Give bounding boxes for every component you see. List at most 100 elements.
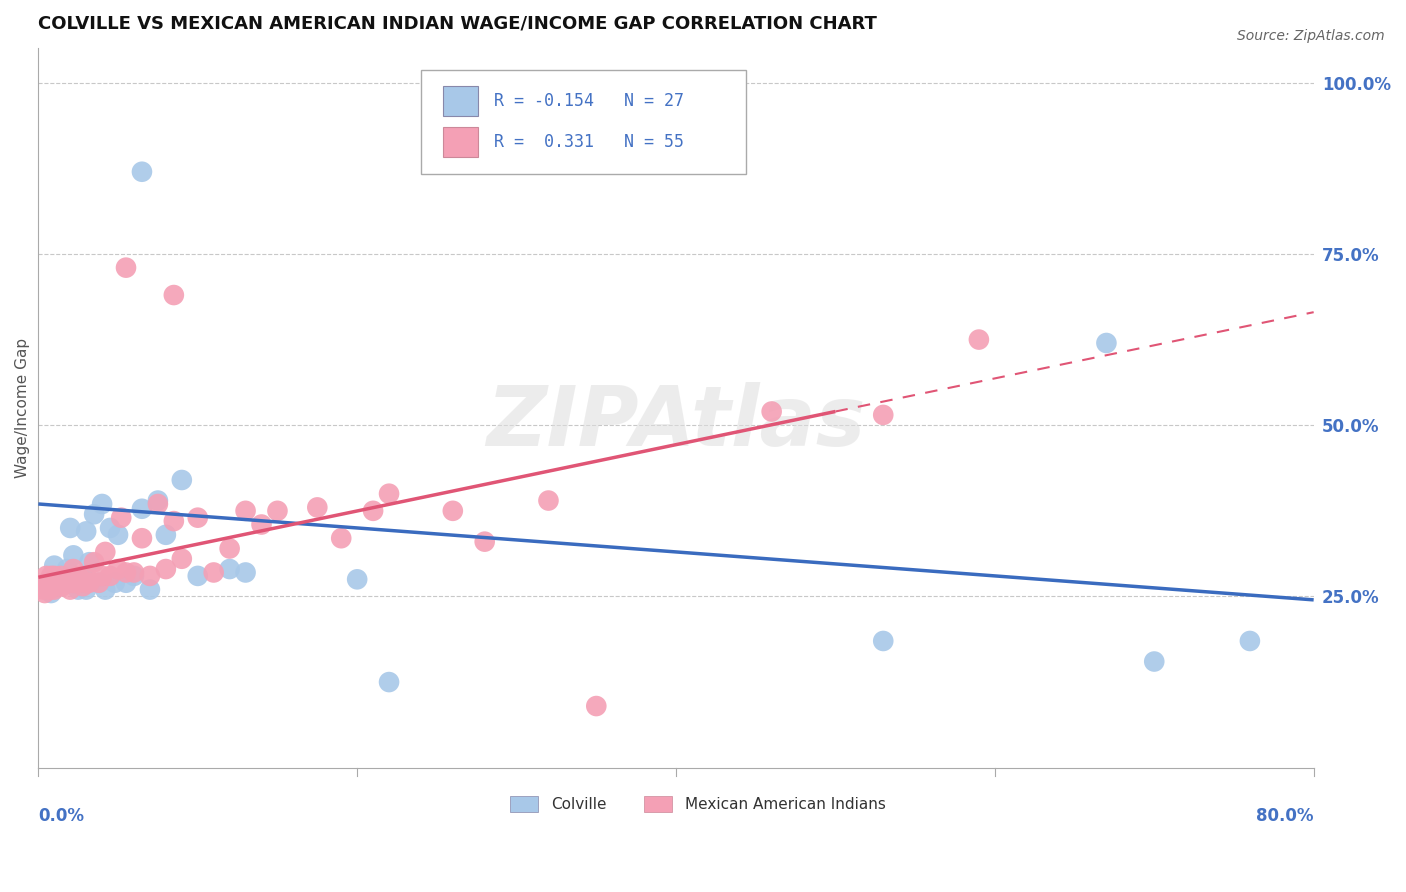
Point [131,165,153,179]
Point [59,521,82,535]
Point [107,528,129,542]
Point [122,569,145,583]
Bar [510,797,538,813]
Point [94,582,117,597]
Point [146,497,169,511]
Point [49,569,72,583]
Point [872,408,894,422]
Point [378,675,401,690]
Point [44,575,66,590]
Point [46,579,69,593]
Point [250,517,273,532]
Point [44,582,66,597]
Point [62,575,84,590]
Text: 80.0%: 80.0% [1256,807,1313,825]
Point [83,508,105,522]
Point [75,524,97,539]
Text: Source: ZipAtlas.com: Source: ZipAtlas.com [1237,29,1385,43]
Point [56,562,79,576]
Point [38,582,60,597]
Point [187,569,209,583]
Point [1143,655,1166,669]
Point [48,575,70,590]
Bar [443,127,478,157]
Point [378,486,401,500]
Point [39,569,62,583]
Point [235,566,257,580]
Point [146,493,169,508]
Point [56,575,79,590]
Point [46,572,69,586]
Point [41,575,63,590]
Point [51,569,73,583]
Text: ZIPAtlas: ZIPAtlas [486,382,866,463]
Point [67,575,90,590]
Bar [644,797,672,813]
Point [32,582,55,597]
Point [967,333,990,347]
Point [44,558,66,573]
Point [155,528,177,542]
Point [67,569,90,583]
Point [163,288,186,302]
Point [761,404,783,418]
Point [330,531,353,545]
Point [51,579,73,593]
Point [139,582,162,597]
Point [346,572,368,586]
Point [474,534,496,549]
Point [163,514,186,528]
Point [87,575,110,590]
Point [38,572,60,586]
Point [35,575,58,590]
Point [79,555,101,569]
Point [37,575,59,590]
Point [115,575,138,590]
Point [35,579,58,593]
Point [139,569,162,583]
Point [235,504,257,518]
Point [1239,634,1261,648]
Bar [443,86,478,116]
Point [75,569,97,583]
FancyBboxPatch shape [420,70,747,174]
Point [218,541,240,556]
Point [110,510,132,524]
Point [87,575,110,590]
Point [1095,336,1118,351]
Point [361,504,384,518]
Text: Mexican American Indians: Mexican American Indians [685,797,886,812]
Point [39,586,62,600]
Point [59,572,82,586]
Point [83,555,105,569]
Text: R =  0.331   N = 55: R = 0.331 N = 55 [494,133,683,151]
Point [62,549,84,563]
Point [131,501,153,516]
Point [170,551,193,566]
Point [46,572,69,586]
Point [585,699,607,714]
Point [44,579,66,593]
Point [872,634,894,648]
Point [266,504,288,518]
Point [218,562,240,576]
Point [44,569,66,583]
Text: 0.0%: 0.0% [38,807,84,825]
Point [75,582,97,597]
Text: Colville: Colville [551,797,606,812]
Text: R = -0.154   N = 27: R = -0.154 N = 27 [494,92,683,110]
Point [115,260,138,275]
Point [91,569,114,583]
Point [94,545,117,559]
Point [79,575,101,590]
Point [59,582,82,597]
Point [155,562,177,576]
Point [91,497,114,511]
Point [107,562,129,576]
Point [35,569,58,583]
Point [72,579,94,593]
Point [187,510,209,524]
Point [122,566,145,580]
Point [62,562,84,576]
Point [131,531,153,545]
